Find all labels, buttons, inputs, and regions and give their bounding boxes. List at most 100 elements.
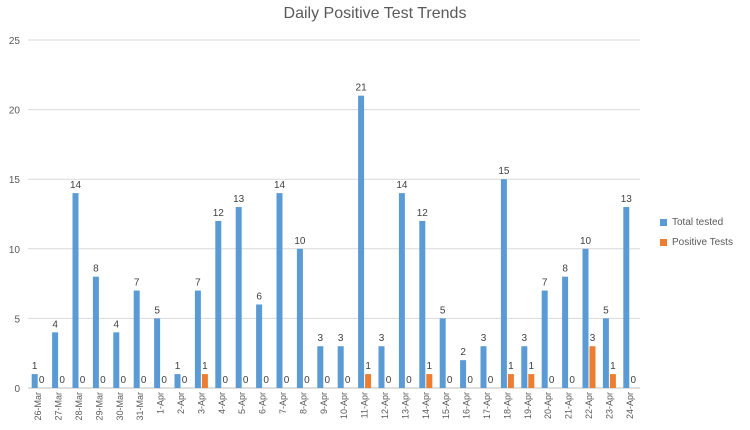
data-label-total-tested: 15	[498, 166, 510, 177]
bar-positive-tests	[507, 374, 514, 388]
data-label-total-tested: 4	[114, 319, 120, 330]
data-label-positive-tests: 0	[569, 375, 575, 386]
data-label-total-tested: 3	[481, 333, 487, 344]
x-tick-label: 3-Apr	[196, 392, 206, 414]
y-tick-label: 25	[9, 36, 21, 47]
data-label-positive-tests: 1	[610, 361, 616, 372]
x-tick-label: 31-Mar	[135, 392, 145, 421]
data-label-total-tested: 12	[213, 208, 225, 219]
bar-total-tested	[31, 374, 38, 388]
bar-total-tested	[500, 179, 507, 388]
x-tick-label: 16-Apr	[462, 392, 472, 419]
x-tick-label: 28-Mar	[74, 392, 84, 421]
bar-total-tested	[378, 346, 385, 388]
data-label-total-tested: 6	[256, 291, 262, 302]
legend-label-total-tested: Total tested	[672, 216, 724, 228]
bar-positive-tests	[201, 374, 208, 388]
bar-total-tested	[317, 346, 324, 388]
x-tick-label: 10-Apr	[339, 392, 349, 419]
x-tick-label: 23-Apr	[604, 392, 614, 419]
data-label-positive-tests: 0	[100, 375, 106, 386]
data-label-total-tested: 10	[294, 236, 306, 247]
bar-total-tested	[72, 193, 79, 388]
x-tick-label: 15-Apr	[441, 392, 451, 419]
bar-total-tested	[562, 276, 569, 388]
legend-label-positive-tests: Positive Tests	[672, 236, 733, 248]
chart-legend: Total tested Positive Tests	[660, 212, 733, 252]
data-label-positive-tests: 0	[223, 375, 229, 386]
data-label-total-tested: 13	[233, 194, 245, 205]
data-label-total-tested: 3	[379, 333, 385, 344]
data-label-total-tested: 5	[603, 305, 609, 316]
data-label-positive-tests: 0	[304, 375, 310, 386]
bar-total-tested	[623, 207, 630, 388]
bar-total-tested	[113, 332, 120, 388]
data-label-positive-tests: 0	[182, 375, 188, 386]
legend-item-total-tested[interactable]: Total tested	[660, 212, 733, 232]
data-label-total-tested: 3	[338, 333, 344, 344]
data-label-positive-tests: 0	[243, 375, 249, 386]
data-label-total-tested: 14	[274, 180, 286, 191]
bar-total-tested	[256, 304, 263, 388]
bar-total-tested	[154, 318, 161, 388]
bar-total-tested	[602, 318, 609, 388]
x-tick-label: 27-Mar	[54, 392, 64, 421]
data-label-positive-tests: 0	[284, 375, 290, 386]
data-label-positive-tests: 1	[508, 361, 514, 372]
bar-total-tested	[133, 290, 140, 388]
chart-title: Daily Positive Test Trends	[283, 5, 467, 22]
data-label-positive-tests: 0	[80, 375, 86, 386]
x-tick-label: 12-Apr	[380, 392, 390, 419]
bar-total-tested	[521, 346, 528, 388]
bar-total-tested	[358, 95, 365, 389]
bar-total-tested	[419, 220, 426, 388]
x-tick-label: 14-Apr	[421, 392, 431, 419]
data-label-positive-tests: 0	[631, 375, 637, 386]
y-tick-label: 15	[9, 175, 21, 186]
data-label-positive-tests: 0	[161, 375, 167, 386]
bar-total-tested	[398, 193, 405, 388]
data-label-total-tested: 5	[154, 305, 160, 316]
data-label-positive-tests: 0	[345, 375, 351, 386]
x-tick-label: 29-Mar	[94, 392, 104, 421]
x-tick-label: 22-Apr	[584, 392, 594, 419]
data-label-total-tested: 2	[460, 347, 466, 358]
x-tick-label: 30-Mar	[115, 392, 125, 421]
bar-total-tested	[480, 346, 487, 388]
data-label-positive-tests: 0	[59, 375, 65, 386]
y-tick-label: 20	[9, 106, 21, 117]
bar-total-tested	[235, 207, 242, 388]
bar-total-tested	[215, 220, 222, 388]
bar-positive-tests	[426, 374, 433, 388]
x-tick-label: 18-Apr	[502, 392, 512, 419]
data-label-total-tested: 21	[356, 83, 368, 94]
legend-swatch-positive-tests	[660, 238, 667, 246]
x-tick-label: 17-Apr	[482, 392, 492, 419]
data-label-total-tested: 3	[522, 333, 528, 344]
x-tick-label: 13-Apr	[400, 392, 410, 419]
data-label-positive-tests: 0	[263, 375, 269, 386]
x-tick-label: 21-Apr	[564, 392, 574, 419]
bar-total-tested	[276, 193, 283, 388]
x-tick-label: 26-Mar	[33, 392, 43, 421]
bar-total-tested	[296, 248, 303, 388]
bar-total-tested	[194, 290, 201, 388]
data-label-positive-tests: 0	[549, 375, 555, 386]
data-label-total-tested: 7	[134, 278, 140, 289]
x-tick-label: 8-Apr	[298, 392, 308, 414]
data-label-total-tested: 14	[70, 180, 82, 191]
bar-positive-tests	[609, 374, 616, 388]
legend-item-positive-tests[interactable]: Positive Tests	[660, 232, 733, 252]
bar-positive-tests	[365, 374, 372, 388]
data-label-total-tested: 12	[417, 208, 429, 219]
x-tick-label: 11-Apr	[360, 392, 370, 418]
data-label-positive-tests: 0	[488, 375, 494, 386]
x-tick-label: 5-Apr	[237, 392, 247, 414]
data-label-total-tested: 10	[580, 236, 592, 247]
x-tick-label: 1-Apr	[156, 392, 166, 414]
data-label-positive-tests: 0	[325, 375, 331, 386]
data-label-positive-tests: 1	[427, 361, 433, 372]
bar-total-tested	[582, 248, 589, 388]
x-tick-label: 24-Apr	[625, 392, 635, 419]
